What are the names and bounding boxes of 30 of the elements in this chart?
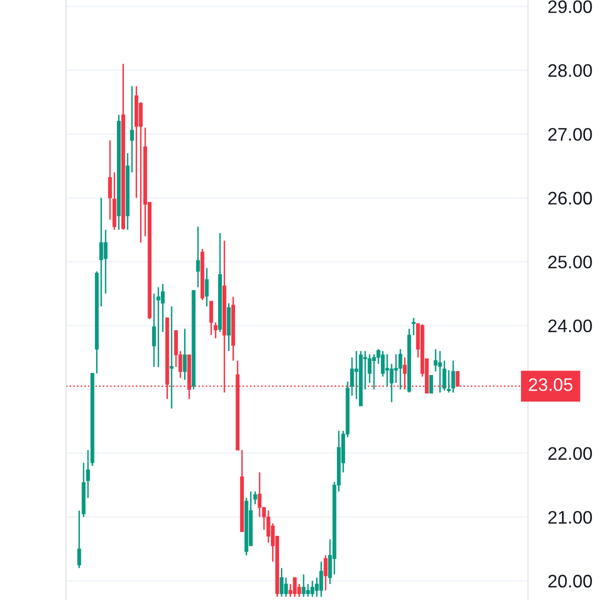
y-tick-label: 25.00 <box>548 256 592 268</box>
y-tick-label: 22.00 <box>548 447 592 460</box>
candlestick <box>130 85 134 174</box>
y-tick-label: 21.00 <box>548 510 592 524</box>
candlestick <box>104 229 108 294</box>
candlestick <box>182 328 187 380</box>
candlestick <box>324 554 328 592</box>
candlestick <box>214 322 218 339</box>
candlestick <box>170 306 174 410</box>
candlestick <box>99 197 104 308</box>
candlestick <box>292 576 297 598</box>
y-tick-label: 29.00 <box>548 0 592 14</box>
candlestick <box>209 300 214 336</box>
candlestick <box>412 317 416 336</box>
y-tick-label: 26.00 <box>548 192 592 205</box>
y-tick-label: 28.00 <box>548 64 592 77</box>
candlestick <box>319 561 324 598</box>
candlestick <box>429 374 434 394</box>
candlestick <box>204 267 209 308</box>
y-tick-label: 24.00 <box>548 319 592 332</box>
candlestick <box>385 354 390 387</box>
candlestick <box>196 226 200 288</box>
candlestick <box>451 360 456 394</box>
candlestick <box>446 370 451 394</box>
ref-line-label: 23.05 <box>528 378 572 392</box>
y-tick-label: 27.00 <box>548 128 592 141</box>
candlestick <box>160 283 165 333</box>
candlestick <box>253 490 258 505</box>
y-tick-label: 20.00 <box>548 574 592 588</box>
candlestick <box>380 350 385 378</box>
